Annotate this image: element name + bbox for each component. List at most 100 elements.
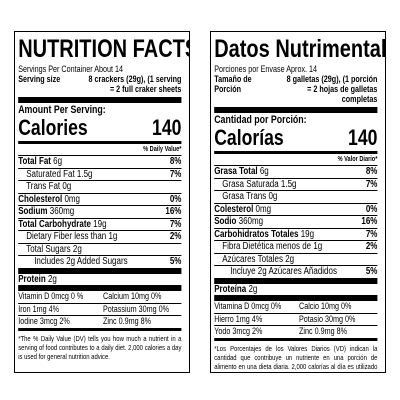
nutrient-row: Carbohidratos Totales 19g 7% xyxy=(214,227,378,241)
nutrient: Sodio 360mg xyxy=(214,216,263,228)
serving-size-line: 8 crackers (29g), (1 serving xyxy=(88,74,182,84)
divider xyxy=(18,327,182,331)
calories: Calories 140 xyxy=(18,117,181,141)
calories-label: Calories xyxy=(18,115,88,140)
nutrient-row: Includes 2g Added Sugars 5% xyxy=(18,255,182,268)
nutrient: Carbohidratos Totales 19g xyxy=(214,229,314,241)
nutrient-amount: 1g xyxy=(108,231,118,242)
nutrient-name: Trans Fat xyxy=(26,181,61,192)
dv-header: % Valor Diario* xyxy=(337,156,378,163)
calories-value: 140 xyxy=(348,125,378,150)
divider xyxy=(214,277,378,284)
nutrient-dv: 5% xyxy=(365,266,378,277)
vitamin-row: Yodo 3mcg 2% Zinc 0.9mg 8% xyxy=(214,325,378,338)
nutrient-dv: 8% xyxy=(365,166,378,177)
nutrient-row: Cholesterol 0mg 0% xyxy=(18,192,182,206)
nutrient-amount: 2g xyxy=(72,243,82,255)
serving-size-line: 8 galletas (29g), (1 porción xyxy=(286,74,378,84)
vitamin: Hierro 1mg 4% xyxy=(214,313,263,324)
nutrient-row: Saturated Fat 1.5g 7% xyxy=(18,167,182,181)
vitamin-row: Vitamin D 0mcg 0 % Calcium 10mg 0% xyxy=(18,291,181,303)
divider xyxy=(214,151,378,154)
nutrient-name: Total Sugars xyxy=(26,243,71,255)
nutrition-panel: Datos NutrimentalesPorciones por Envase … xyxy=(210,31,386,373)
nutrient-name: Incluye 2g Azúcares Añadidos xyxy=(230,266,337,277)
vitamin: Vitamin D 0mcg 0 % xyxy=(18,291,84,301)
calories-label: Calorías xyxy=(214,125,284,150)
vitamin: Calcio 10mg 0% xyxy=(299,301,352,311)
nutrient-dv: 7% xyxy=(169,218,182,230)
nutrient-name: Fibra Dietética menos de xyxy=(222,241,312,252)
nutrient: Total Sugars 2g xyxy=(18,244,82,256)
nutrient: Trans Fat 0g xyxy=(18,181,71,193)
vitamin-row: Hierro 1mg 4% Potasio 30mg 0% xyxy=(214,312,378,326)
nutrient: Saturated Fat 1.5g xyxy=(18,169,92,181)
serving-size-label: Tamaño de Porción xyxy=(214,74,252,94)
footnote: *Los Porcentajes de los Valores Diarios … xyxy=(214,343,378,373)
vitamin: Zinc 0.9mg 8% xyxy=(103,316,152,326)
vitamin-row: Iodine 3mcg 2% Zinc 0.9mg 8% xyxy=(18,315,182,328)
nutrient: Cholesterol 0mg xyxy=(18,194,80,206)
calories-value: 140 xyxy=(152,115,182,140)
nutrient-dv: 0% xyxy=(169,193,182,205)
nutrient-row: Colesterol 0mg 0% xyxy=(214,202,378,216)
nutrient: Grasa Total 6g xyxy=(214,166,269,178)
divider xyxy=(18,285,182,291)
nutrient-row: Total Sugars 2g xyxy=(18,242,182,256)
nutrient-amount: 19g xyxy=(300,228,315,240)
vitamin: Zinc 0.9mg 8% xyxy=(299,326,348,336)
divider xyxy=(18,141,182,144)
nutrition-panel: NUTRITION FACTS Servings Per Container Ab… xyxy=(14,31,190,373)
nutrient-amount: 1.5g xyxy=(280,178,297,190)
calories: Calorías 140 xyxy=(214,127,377,151)
nutrient: Protein 2g xyxy=(18,274,57,286)
nutrient-amount: 6g xyxy=(259,166,269,177)
nutrient-name: Grasa Total xyxy=(214,166,258,177)
nutrient-amount: 0g xyxy=(62,181,72,192)
nutrient: Colesterol 0mg xyxy=(214,204,271,216)
divider xyxy=(214,295,378,301)
nutrient-dv: 7% xyxy=(365,228,378,240)
nutrient-row: Sodio 360mg 16% xyxy=(214,215,378,228)
nutrient: Includes 2g Added Sugars xyxy=(18,256,127,268)
nutrient-name: Carbohidratos Totales xyxy=(214,228,299,240)
nutrient-name: Grasa Saturada xyxy=(222,178,279,190)
nutrient-amount: 1.5g xyxy=(76,168,93,180)
serving-size: Serving size 8 crackers (29g), (1 serving… xyxy=(18,74,181,94)
nutrient-name: Sodium xyxy=(18,206,48,217)
nutrient-dv: 2% xyxy=(169,231,182,242)
nutrient-name: Saturated Fat xyxy=(26,168,75,180)
nutrient-dv: 16% xyxy=(165,206,182,217)
nutrient-amount: 0g xyxy=(268,191,278,202)
nutrient-name: Total Fat xyxy=(18,156,51,167)
serving-size: Tamaño de Porción 8 galletas (29g), (1 po… xyxy=(214,74,377,104)
nutrient-row: Grasa Total 6g 8% xyxy=(214,165,378,178)
vitamin: Calcium 10mg 0% xyxy=(103,291,162,301)
nutrient-amount: 1g xyxy=(313,241,323,252)
nutrient: Azúcares Totales 2g xyxy=(214,254,294,266)
nutrient-row: Total Fat 6g 8% xyxy=(18,155,182,168)
nutrient-name: Cholesterol xyxy=(18,193,63,205)
nutrient-name: Total Carbohydrate xyxy=(18,218,91,230)
nutrient-amount: 2g xyxy=(248,283,258,295)
vitamin: Potasio 30mg 0% xyxy=(299,313,356,324)
panel-title: NUTRITION FACTS xyxy=(18,35,190,63)
vitamin: Iodine 3mcg 2% xyxy=(18,316,70,326)
nutrient-dv: 2% xyxy=(365,241,378,252)
nutrient-amount: 360mg xyxy=(238,216,264,227)
divider xyxy=(214,337,378,341)
nutrient-row: Grasa Trans 0g xyxy=(214,190,378,203)
nutrient-row: Sodium 360mg 16% xyxy=(18,205,182,218)
nutrient-name: Colesterol xyxy=(214,203,254,215)
amount-per-serving: Amount Per Serving: xyxy=(18,104,106,116)
nutrient-row: Dietary Fiber less than 1g 2% xyxy=(18,230,182,243)
nutrient-row: Proteína 2g xyxy=(214,284,377,296)
nutrient-name: Grasa Trans xyxy=(222,191,267,202)
nutrient-dv: 5% xyxy=(169,256,182,267)
nutrient-amount: 19g xyxy=(93,218,107,230)
nutrient-name: Azúcares Totales xyxy=(222,253,283,265)
nutrient: Incluye 2g Azúcares Añadidos xyxy=(214,266,337,278)
vitamin: Potassium 30mg 0% xyxy=(103,303,170,314)
amount-per-serving: Cantidad por Porción: xyxy=(214,114,307,126)
nutrient: Grasa Saturada 1.5g xyxy=(214,179,296,191)
